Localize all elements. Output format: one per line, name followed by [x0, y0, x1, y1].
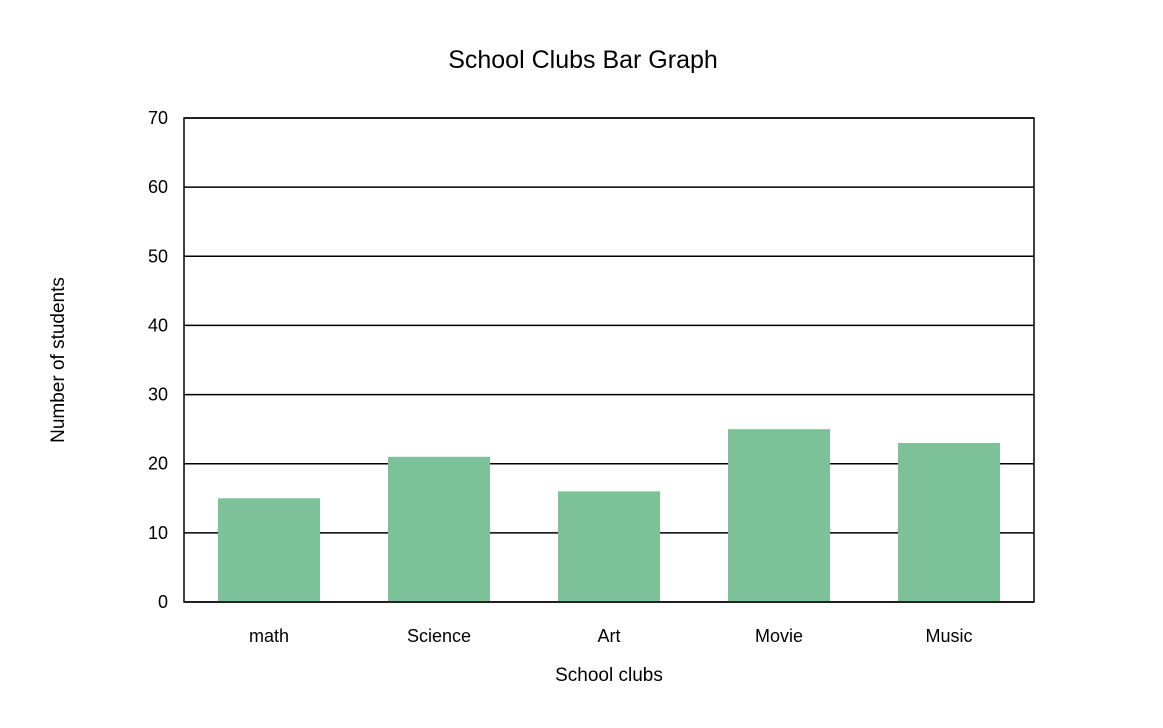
bar-art — [558, 491, 660, 602]
x-tick-label: Science — [407, 626, 471, 646]
x-tick-label: math — [249, 626, 289, 646]
y-axis-label: Number of students — [48, 277, 69, 443]
bar-movie — [728, 429, 830, 602]
chart-title: School Clubs Bar Graph — [448, 46, 718, 74]
plot-border — [183, 117, 1035, 603]
bar-math — [218, 498, 320, 602]
y-tick-label: 50 — [148, 246, 168, 266]
gridlines — [184, 117, 1034, 603]
x-tick-label: Art — [597, 626, 620, 646]
y-tick-label: 10 — [148, 523, 168, 543]
y-tick-label: 30 — [148, 385, 168, 405]
x-tick-label: Movie — [755, 626, 803, 646]
plot-frame — [183, 117, 1035, 603]
y-tick-label: 70 — [148, 108, 168, 128]
bar-science — [388, 456, 490, 602]
x-axis-ticks: math Science Art Movie Music — [249, 626, 973, 646]
y-tick-label: 0 — [158, 592, 168, 612]
y-tick-label: 40 — [148, 315, 168, 335]
x-tick-label: Music — [925, 626, 972, 646]
y-tick-label: 60 — [148, 177, 168, 197]
bar-music — [898, 442, 1000, 602]
y-tick-label: 20 — [148, 454, 168, 474]
y-axis-ticks: 0 10 20 30 40 50 60 70 — [148, 108, 168, 612]
bars — [218, 429, 1000, 602]
x-axis-label: School clubs — [555, 665, 663, 686]
